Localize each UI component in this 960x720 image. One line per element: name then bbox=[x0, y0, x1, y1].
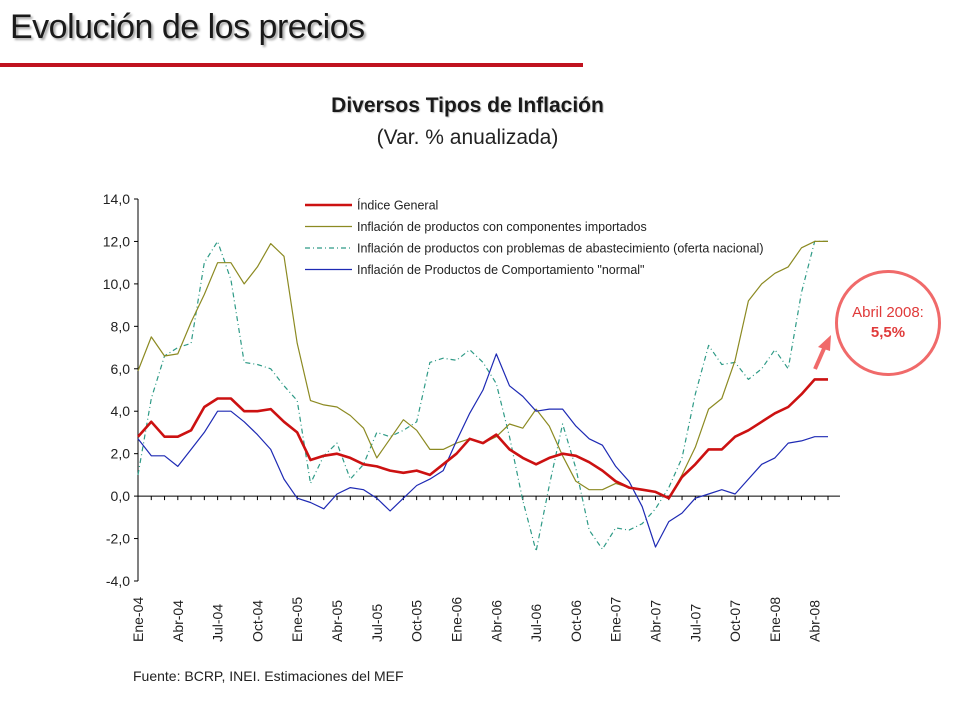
y-tick-label: 4,0 bbox=[111, 403, 131, 419]
title-rule bbox=[0, 63, 583, 67]
x-tick-label: Jul-06 bbox=[528, 604, 544, 642]
slide-title: Evolución de los precios bbox=[10, 8, 365, 46]
series-line-importados bbox=[137, 240, 828, 499]
x-tick-label: Ene-04 bbox=[130, 597, 146, 642]
series-line-abastecimiento bbox=[137, 240, 828, 552]
x-tick-label: Oct-06 bbox=[568, 600, 584, 642]
legend-label-abastecimiento: Inflación de productos con problemas de … bbox=[357, 242, 764, 256]
series-line-normal bbox=[137, 353, 828, 548]
callout-value: 5,5% bbox=[870, 324, 906, 341]
chart-subtitle: (Var. % anualizada) bbox=[376, 126, 559, 149]
y-tick-label: 6,0 bbox=[111, 361, 131, 377]
x-tick-label: Abr-08 bbox=[807, 600, 823, 642]
x-tick-label: Abr-06 bbox=[488, 600, 504, 642]
x-tick-label: Oct-05 bbox=[409, 600, 425, 642]
legend-label-general: Índice General bbox=[357, 198, 438, 213]
x-tick-label: Ene-08 bbox=[767, 597, 783, 642]
y-tick-label: -2,0 bbox=[106, 531, 130, 547]
series-line-general bbox=[137, 378, 828, 500]
x-tick-label: Ene-06 bbox=[448, 597, 464, 642]
legend: Índice General Inflación de productos con… bbox=[305, 198, 764, 277]
x-tick-label: Abr-04 bbox=[170, 600, 186, 642]
x-tick-label: Ene-07 bbox=[608, 597, 624, 642]
callout-arrow-head bbox=[818, 335, 831, 351]
x-tick-label: Oct-07 bbox=[727, 600, 743, 642]
legend-label-importados: Inflación de productos con componentes i… bbox=[357, 220, 647, 234]
legend-label-normal: Inflación de Productos de Comportamiento… bbox=[357, 263, 645, 277]
x-tick-label: Jul-07 bbox=[687, 604, 703, 642]
x-tick-label: Jul-05 bbox=[369, 604, 385, 642]
x-tick-label: Abr-07 bbox=[648, 600, 664, 642]
callout-abril-2008: Abril 2008: 5,5% bbox=[835, 270, 941, 376]
x-tick-label: Ene-05 bbox=[289, 597, 305, 642]
y-tick-label: 8,0 bbox=[111, 318, 131, 334]
y-tick-label: 10,0 bbox=[103, 276, 130, 292]
y-tick-label: 2,0 bbox=[111, 446, 131, 462]
y-tick-label: 12,0 bbox=[103, 233, 130, 249]
y-tick-label: -4,0 bbox=[106, 573, 130, 589]
source-note: Fuente: BCRP, INEI. Estimaciones del MEF bbox=[133, 668, 404, 684]
x-tick-label: Jul-04 bbox=[210, 604, 226, 642]
callout-arrow bbox=[813, 335, 831, 370]
x-tick-label: Abr-05 bbox=[329, 600, 345, 642]
y-tick-label: 0,0 bbox=[111, 488, 131, 504]
chart-title: Diversos Tipos de Inflación bbox=[331, 94, 604, 117]
y-tick-label: 14,0 bbox=[103, 191, 130, 207]
series-layer bbox=[137, 240, 828, 552]
callout-label: Abril 2008: bbox=[852, 304, 924, 321]
axes-layer: 14,012,010,08,06,04,02,00,0-2,0-4,0Ene-0… bbox=[103, 191, 840, 642]
x-tick-label: Oct-04 bbox=[249, 600, 265, 642]
